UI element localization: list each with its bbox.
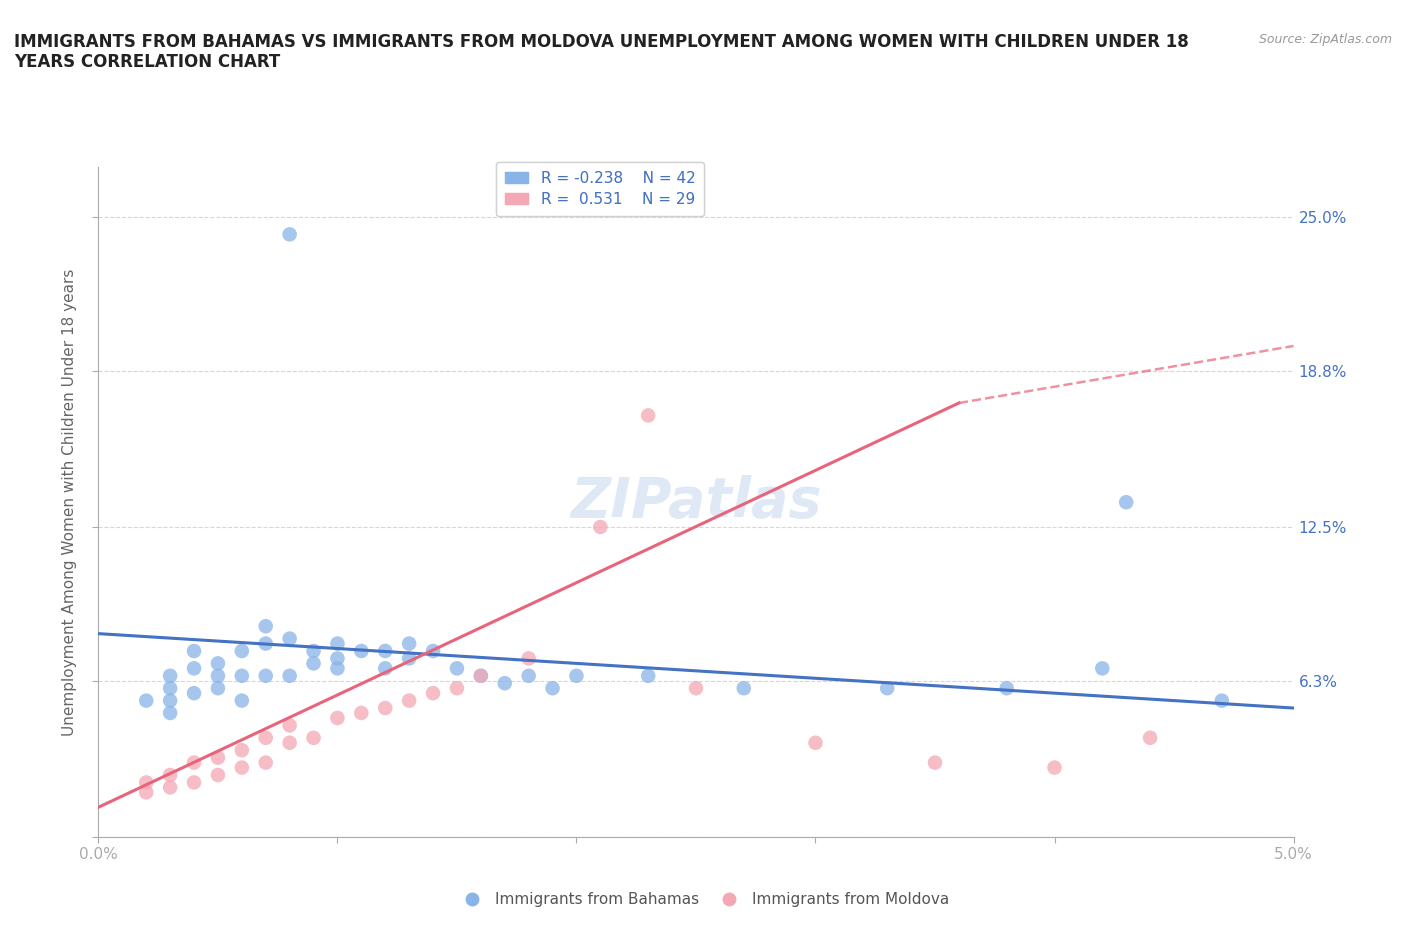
Point xyxy=(470,669,492,684)
Point xyxy=(326,661,349,676)
Point xyxy=(278,669,301,684)
Point xyxy=(804,736,827,751)
Point xyxy=(135,775,157,790)
Point xyxy=(422,644,444,658)
Point xyxy=(159,780,181,795)
Point xyxy=(517,669,540,684)
Point xyxy=(1043,760,1066,775)
Point xyxy=(278,631,301,646)
Point xyxy=(637,669,659,684)
Point xyxy=(302,730,325,745)
Point xyxy=(231,760,253,775)
Point xyxy=(374,644,396,658)
Point xyxy=(183,755,205,770)
Point xyxy=(517,651,540,666)
Point xyxy=(278,736,301,751)
Point xyxy=(207,751,229,765)
Point xyxy=(1115,495,1137,510)
Point xyxy=(254,636,277,651)
Point xyxy=(159,681,181,696)
Point xyxy=(446,661,468,676)
Point xyxy=(183,775,205,790)
Point xyxy=(231,743,253,758)
Legend: R = -0.238    N = 42, R =  0.531    N = 29: R = -0.238 N = 42, R = 0.531 N = 29 xyxy=(496,162,704,216)
Point xyxy=(207,767,229,782)
Point xyxy=(254,755,277,770)
Point xyxy=(685,681,707,696)
Point xyxy=(446,681,468,696)
Point xyxy=(589,520,612,535)
Point xyxy=(231,693,253,708)
Point xyxy=(637,408,659,423)
Point xyxy=(278,227,301,242)
Point xyxy=(231,669,253,684)
Point xyxy=(254,730,277,745)
Point xyxy=(541,681,564,696)
Point xyxy=(159,669,181,684)
Point xyxy=(135,693,157,708)
Point xyxy=(183,661,205,676)
Point xyxy=(995,681,1018,696)
Point xyxy=(183,685,205,700)
Point xyxy=(159,693,181,708)
Point xyxy=(231,644,253,658)
Point xyxy=(1139,730,1161,745)
Point xyxy=(254,618,277,633)
Point xyxy=(183,644,205,658)
Point xyxy=(254,669,277,684)
Point xyxy=(302,656,325,671)
Point xyxy=(565,669,588,684)
Point xyxy=(398,693,420,708)
Point xyxy=(159,767,181,782)
Point xyxy=(350,644,373,658)
Y-axis label: Unemployment Among Women with Children Under 18 years: Unemployment Among Women with Children U… xyxy=(62,269,77,736)
Text: Source: ZipAtlas.com: Source: ZipAtlas.com xyxy=(1258,33,1392,46)
Point xyxy=(207,656,229,671)
Point xyxy=(398,651,420,666)
Point xyxy=(1211,693,1233,708)
Text: IMMIGRANTS FROM BAHAMAS VS IMMIGRANTS FROM MOLDOVA UNEMPLOYMENT AMONG WOMEN WITH: IMMIGRANTS FROM BAHAMAS VS IMMIGRANTS FR… xyxy=(14,33,1189,72)
Point xyxy=(207,681,229,696)
Legend: Immigrants from Bahamas, Immigrants from Moldova: Immigrants from Bahamas, Immigrants from… xyxy=(450,886,956,913)
Point xyxy=(159,706,181,721)
Point xyxy=(733,681,755,696)
Point xyxy=(278,718,301,733)
Point xyxy=(374,661,396,676)
Point xyxy=(924,755,946,770)
Point xyxy=(374,700,396,715)
Point xyxy=(326,636,349,651)
Point xyxy=(350,706,373,721)
Point xyxy=(302,644,325,658)
Text: ZIPatlas: ZIPatlas xyxy=(571,475,821,529)
Point xyxy=(494,676,516,691)
Point xyxy=(1091,661,1114,676)
Point xyxy=(876,681,898,696)
Point xyxy=(398,636,420,651)
Point xyxy=(326,651,349,666)
Point xyxy=(326,711,349,725)
Point xyxy=(422,685,444,700)
Point xyxy=(207,669,229,684)
Point xyxy=(135,785,157,800)
Point xyxy=(470,669,492,684)
